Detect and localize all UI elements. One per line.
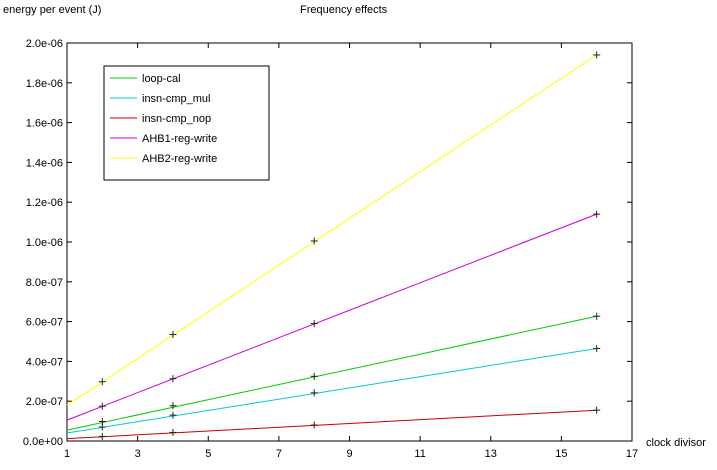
data-point-marker — [169, 331, 177, 339]
y-tick-label: 8.0e-07 — [26, 277, 63, 289]
data-point-marker — [310, 389, 318, 397]
x-axis-label: clock divisor — [646, 437, 706, 449]
x-tick-label: 15 — [555, 448, 567, 460]
series-points-group — [98, 51, 601, 440]
x-tick-label: 1 — [64, 448, 70, 460]
x-tick-label: 7 — [276, 448, 282, 460]
data-point-marker — [593, 51, 601, 59]
x-tick-label: 13 — [485, 448, 497, 460]
data-point-marker — [98, 402, 106, 410]
legend-box — [103, 65, 270, 181]
series-line-AHB1-reg-write — [66, 213, 597, 421]
x-tick-label: 9 — [346, 448, 352, 460]
data-point-marker — [593, 344, 601, 352]
x-tick-label: 5 — [205, 448, 211, 460]
x-ticks-group: 1 3 5 7 9 11 13 15 17 — [64, 43, 638, 460]
y-tick-label: 1.2e-06 — [26, 197, 63, 209]
series-line-loop-cal — [66, 315, 597, 431]
legend: loop-cal insn-cmp_mul insn-cmp_nop AHB1-reg… — [103, 65, 270, 181]
y-tick-label: 1.8e-06 — [26, 78, 63, 90]
y-tick-label: 2.0e-07 — [26, 396, 63, 408]
legend-label: AHB1-reg-write — [142, 133, 217, 145]
x-tick-label: 11 — [414, 448, 425, 460]
data-point-marker — [593, 406, 601, 414]
series-line-insn-cmp_nop — [66, 409, 597, 440]
data-point-marker — [98, 432, 106, 440]
legend-label: insn-cmp_mul — [142, 93, 210, 105]
series-lines-group — [66, 54, 597, 440]
x-tick-label: 3 — [135, 448, 141, 460]
data-point-marker — [98, 378, 106, 386]
legend-label: insn-cmp_nop — [142, 113, 211, 125]
y-tick-label: 1.6e-06 — [26, 118, 63, 130]
x-tick-label: 17 — [626, 448, 638, 460]
chart-title: Frequency effects — [300, 4, 388, 16]
data-point-marker — [310, 237, 318, 245]
y-tick-label: 2.0e-06 — [26, 38, 63, 50]
data-point-marker — [169, 428, 177, 436]
data-point-marker — [169, 402, 177, 410]
series-line-insn-cmp_mul — [66, 348, 597, 434]
y-ticks-group: 0.0e+00 2.0e-07 4.0e-07 6.0e-07 8.0e-07 1.0e-… — [23, 38, 632, 448]
data-point-marker — [593, 312, 601, 320]
y-tick-label: 1.4e-06 — [26, 157, 63, 169]
data-point-marker — [169, 411, 177, 419]
data-point-marker — [98, 423, 106, 431]
data-point-marker — [310, 320, 318, 328]
y-tick-label: 4.0e-07 — [26, 356, 63, 368]
y-axis-label: energy per event (J) — [3, 4, 101, 16]
legend-label: AHB2-reg-write — [142, 153, 217, 165]
y-tick-label: 1.0e-06 — [26, 237, 63, 249]
y-tick-label: 0.0e+00 — [23, 436, 63, 448]
data-point-marker — [593, 210, 601, 218]
y-tick-label: 6.0e-07 — [26, 317, 63, 329]
data-point-marker — [310, 421, 318, 429]
legend-label: loop-cal — [142, 73, 181, 85]
data-point-marker — [310, 372, 318, 380]
series-line-AHB2-reg-write — [66, 54, 597, 406]
data-point-marker — [169, 375, 177, 383]
